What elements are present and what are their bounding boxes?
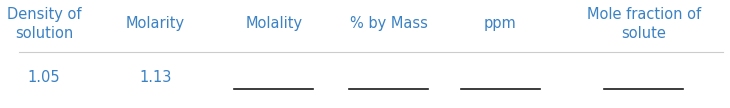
Text: Molarity: Molarity: [126, 16, 185, 31]
Text: Molality: Molality: [245, 16, 302, 31]
Text: Mole fraction of
solute: Mole fraction of solute: [587, 7, 701, 41]
Text: 1.05: 1.05: [28, 70, 61, 85]
Text: 1.13: 1.13: [139, 70, 172, 85]
Text: % by Mass: % by Mass: [350, 16, 428, 31]
Text: ppm: ppm: [484, 16, 517, 31]
Text: Density of
solution: Density of solution: [7, 7, 81, 41]
